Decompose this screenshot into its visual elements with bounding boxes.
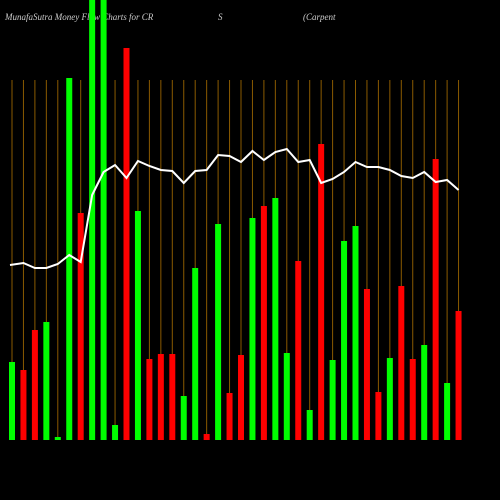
bar	[455, 311, 462, 440]
bar	[89, 0, 96, 440]
bar	[203, 434, 210, 440]
bar	[249, 218, 256, 440]
bar	[66, 78, 73, 440]
bar	[169, 354, 176, 440]
bar	[398, 286, 405, 440]
bar	[215, 224, 222, 440]
bar	[157, 354, 164, 440]
bar	[54, 437, 61, 440]
bar	[238, 355, 244, 440]
bar	[77, 213, 84, 440]
bar	[180, 396, 187, 440]
bar	[306, 410, 313, 440]
bar	[363, 289, 370, 440]
title-part: MunafaSutra Money Flow Charts for CR	[4, 12, 154, 22]
bar	[432, 159, 439, 440]
bar	[283, 353, 290, 440]
bar	[318, 144, 325, 440]
money-flow-line	[9, 147, 460, 269]
title-part: (Carpent	[303, 12, 336, 22]
bar	[9, 362, 15, 440]
bar	[226, 393, 233, 440]
bar	[409, 359, 416, 440]
bar	[123, 48, 130, 440]
title-part: S	[218, 12, 223, 22]
bar	[295, 261, 302, 440]
bar	[112, 425, 119, 440]
bar	[146, 359, 153, 440]
bar	[341, 241, 348, 440]
bar	[20, 370, 27, 440]
bar	[260, 206, 267, 440]
bar	[444, 383, 451, 440]
bar	[329, 360, 336, 440]
bar	[192, 268, 199, 440]
bar	[375, 392, 382, 440]
bar	[352, 226, 359, 440]
bar	[100, 0, 107, 440]
bar	[134, 211, 141, 440]
bar	[386, 358, 393, 440]
bar	[272, 198, 279, 440]
bar	[31, 330, 38, 440]
bar	[43, 322, 50, 440]
bar	[421, 345, 428, 440]
